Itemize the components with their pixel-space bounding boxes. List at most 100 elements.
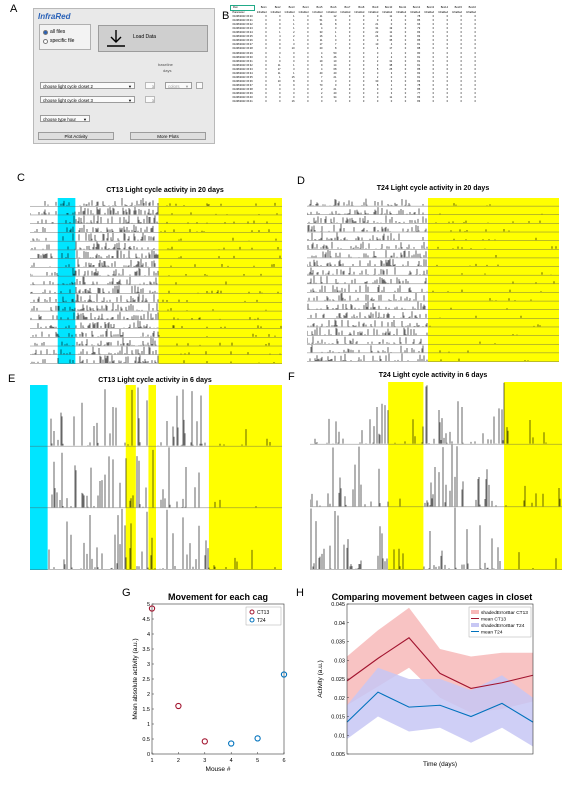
table-cell: InfraRed: [368, 10, 379, 14]
table-cell: 70: [319, 83, 323, 87]
table-cell: 0: [432, 19, 435, 23]
table-header-cell: Box10: [384, 6, 393, 9]
table-cell: 0: [474, 79, 476, 83]
table-cell: 0: [362, 63, 365, 67]
table-cell: 31: [389, 59, 393, 63]
table-cell: 0: [432, 31, 435, 35]
table-cell: 01/08/2023 15:39: [232, 91, 253, 95]
load-data-button[interactable]: Load Data: [98, 25, 208, 52]
table-cell: 0: [293, 59, 295, 63]
table-row: 01/08/2023 15:28 0 0 10 0 20 8 0 0 4 17 0 88 0 0 0 0: [231, 47, 478, 51]
y-tick-label: 0.045: [331, 602, 345, 608]
plot-activity-button[interactable]: Plot Activity: [38, 132, 114, 140]
activity-trace: [307, 232, 537, 241]
table-header-cell: Box8: [358, 6, 365, 9]
table-cell: InfraRed: [326, 10, 337, 14]
table-cell: 0: [307, 55, 309, 59]
y-tick-label: 3: [147, 662, 150, 668]
y-tick-label: 2: [147, 692, 150, 698]
y-axis-label: Mean absolute activity (a.u.): [132, 638, 139, 719]
table-cell: 0: [432, 63, 435, 67]
table-cell: 0: [446, 96, 449, 100]
table-row: 01/08/2023 15:24 0 1 2 0 33 1 0 0 22 11 0 83 0 0 0 0: [231, 31, 478, 35]
table-cell: 2: [376, 75, 379, 79]
table-cell: 0: [404, 59, 407, 63]
table-cell: 3: [376, 63, 379, 67]
closet3-dropdown[interactable]: choose light cycle closet 3 ▼: [40, 96, 135, 103]
table-header-cell: Box14: [440, 6, 449, 9]
table-cell: 0: [474, 43, 476, 47]
light-phase-block: [125, 385, 136, 570]
closet3-baseline-field[interactable]: 3: [145, 96, 155, 103]
table-cell: 3: [293, 67, 295, 71]
legend-marker: [249, 609, 255, 615]
table-cell: 0: [293, 91, 295, 95]
table-cell: 01/08/2023 15:40: [232, 96, 253, 100]
table-cell: 0: [265, 100, 267, 104]
table-cell: 1: [279, 75, 281, 79]
plot-frame: [151, 603, 285, 755]
table-cell: 0: [265, 39, 267, 43]
table-cell: 0: [348, 59, 351, 63]
activity-trace: [314, 382, 547, 444]
table-cell: 38: [389, 63, 393, 67]
table-cell: 51: [319, 19, 323, 23]
table-header-cell: Box1: [260, 6, 267, 9]
table-cell: 0: [446, 67, 449, 71]
table-cell: 0: [362, 75, 365, 79]
table-cell: 0: [279, 59, 281, 63]
colors-dropdown[interactable]: colors ▼: [165, 82, 192, 89]
closet2-dropdown[interactable]: choose light cycle closet 2 ▼: [40, 82, 135, 89]
x-tick-label: 1: [150, 758, 153, 764]
table-cell: 0: [404, 71, 407, 75]
table-row: 01/08/2023 15:37 0 0 9 0 70 0 0 0 8 1 0 78 0 0 0 0: [231, 84, 478, 88]
table-cell: 40: [333, 71, 337, 75]
table-cell: 0: [404, 15, 407, 19]
type-hour-dropdown[interactable]: choose type hour ▼: [40, 115, 90, 122]
activity-trace: [31, 241, 279, 250]
table-cell: 0: [348, 27, 351, 31]
table-cell: 0: [404, 79, 407, 83]
table-cell: 2: [321, 91, 323, 95]
table-cell: 0: [348, 91, 351, 95]
table-cell: 8: [334, 47, 337, 51]
table-cell: 0: [460, 23, 462, 27]
legend-label: shadedErrorBar CT13: [481, 610, 528, 616]
radio-all-files[interactable]: all files: [43, 29, 65, 35]
table-cell: 0: [307, 23, 309, 27]
more-plots-button[interactable]: More Plots: [130, 132, 206, 140]
table-cell: 0: [307, 96, 309, 100]
table-cell: InfraRed: [438, 10, 449, 14]
comparison-line-chart: Comparing movement between cages in clos…: [317, 592, 534, 768]
table-cell: 0: [446, 83, 449, 87]
colors-checkbox[interactable]: [196, 82, 203, 89]
table-cell: 30: [375, 79, 379, 83]
table-cell: 01/08/2023 15:30: [232, 55, 253, 59]
activity-trace: [310, 311, 522, 318]
table-cell: 0: [362, 71, 365, 75]
table-cell: 0: [474, 15, 476, 19]
table-cell: 0: [432, 96, 435, 100]
table-cell: 0: [446, 19, 449, 23]
table-header-cell: Box5: [316, 6, 323, 9]
table-cell: 0: [404, 55, 407, 59]
table-cell: 81: [417, 59, 421, 63]
table-cell: 79: [417, 27, 421, 31]
table-cell: 0: [474, 35, 476, 39]
closet2-baseline-field[interactable]: 3: [145, 82, 155, 89]
table-cell: 0: [474, 55, 476, 59]
table-cell: 0: [460, 71, 462, 75]
table-cell: 0: [362, 100, 365, 104]
table-cell: 2: [321, 87, 323, 91]
activity-trace: [307, 267, 552, 275]
table-cell: 0: [404, 51, 407, 55]
table-cell: 0: [265, 55, 267, 59]
table-cell: 78: [417, 15, 421, 19]
radio-specific-file[interactable]: specific file: [43, 38, 74, 44]
table-cell: 21: [333, 87, 337, 91]
activity-trace: [34, 337, 270, 346]
activity-trace: [32, 346, 281, 355]
baseline-block: [30, 385, 48, 570]
table-cell: 11: [389, 15, 393, 19]
activity-trace: [307, 327, 518, 336]
